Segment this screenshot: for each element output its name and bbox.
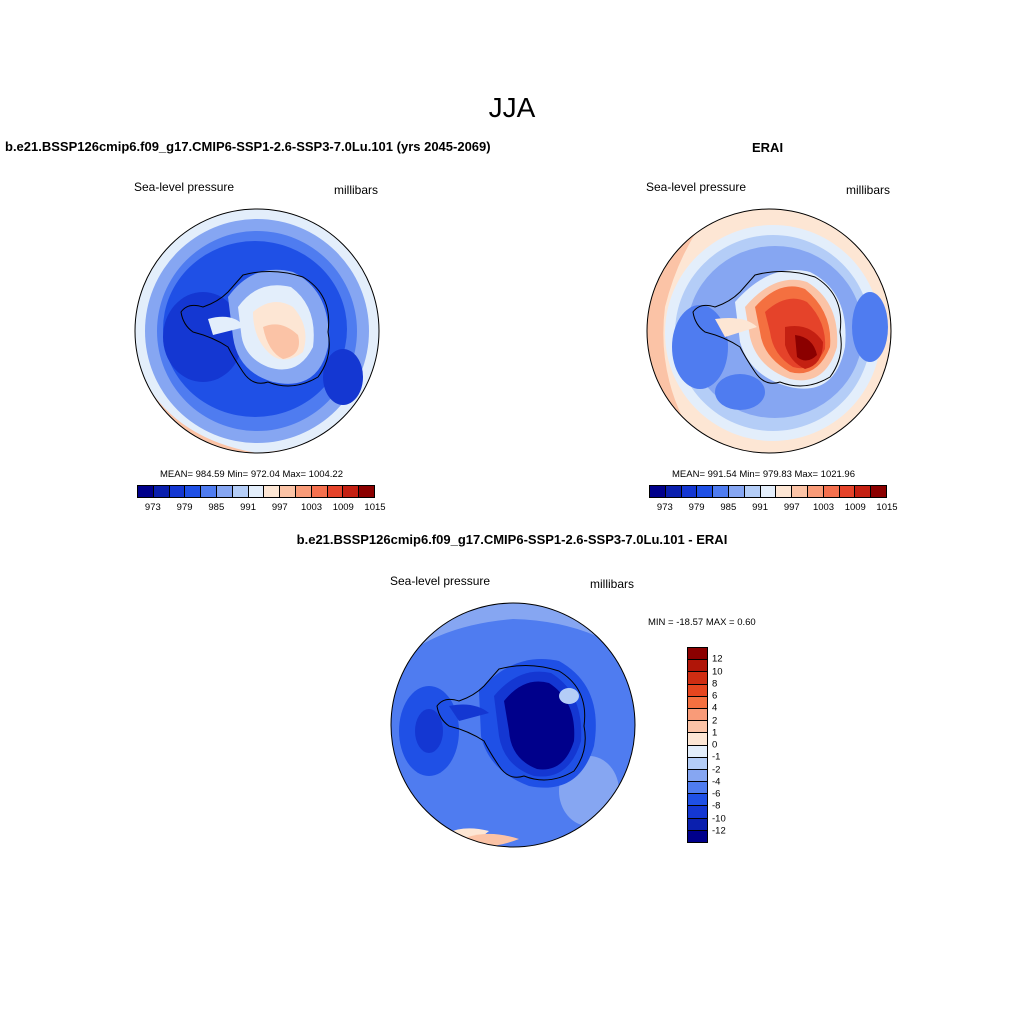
colorbar-tick-label: 12: [712, 653, 723, 665]
colorbar-swatch: [688, 660, 707, 673]
colorbar-swatch: [688, 648, 707, 661]
colorbar-swatch: [216, 486, 233, 497]
panel2-units-label: millibars: [846, 183, 891, 197]
colorbar-tick-label: 991: [240, 502, 256, 513]
colorbar-swatch: [744, 486, 761, 497]
colorbar-tick-label: 973: [656, 502, 673, 513]
panel3-colorbar: [687, 647, 708, 843]
colorbar-tick-label: -8: [712, 800, 721, 812]
colorbar-tick-label: -12: [712, 825, 726, 837]
colorbar-swatch: [855, 486, 872, 497]
colorbar-swatch: [688, 830, 707, 842]
colorbar-swatch: [688, 745, 707, 758]
colorbar-tick-label: 997: [783, 502, 800, 513]
colorbar-swatch: [201, 486, 217, 497]
panel1-title: b.e21.BSSP126cmip6.f09_g17.CMIP6-SSP1-2.…: [5, 139, 491, 154]
panel3-colorbar-ticks: 12 10 8 6 4 2 1 0 -1 -2 -4 -6 -8 -10 -12: [712, 647, 752, 843]
colorbar-tick-label: -10: [712, 813, 726, 824]
colorbar-tick-label: 8: [712, 678, 718, 690]
colorbar-swatch: [153, 486, 170, 497]
colorbar-swatch: [248, 486, 265, 497]
colorbar-swatch: [327, 486, 344, 497]
colorbar-tick-label: 985: [208, 502, 225, 513]
panel1-polar-map: [134, 208, 380, 454]
panel2-title: ERAI: [752, 140, 784, 155]
panel3-units-label: millibars: [590, 577, 635, 591]
panel3-stats: MIN = -18.57 MAX = 0.60: [648, 617, 756, 628]
panel1-units-label: millibars: [334, 183, 379, 197]
colorbar-swatch: [295, 486, 312, 497]
colorbar-swatch: [839, 486, 856, 497]
colorbar-tick-label: 1003: [300, 502, 323, 513]
colorbar-tick-label: 1009: [332, 502, 354, 513]
colorbar-swatch: [728, 486, 745, 497]
figure-title: JJA: [488, 92, 536, 123]
colorbar-swatch: [688, 769, 707, 783]
colorbar-tick-label: -4: [712, 776, 721, 788]
panel2-stats: MEAN= 991.54 Min= 979.83 Max= 1021.96: [672, 469, 855, 480]
colorbar-tick-label: -1: [712, 751, 721, 763]
panel3-polar-map: [390, 602, 636, 848]
colorbar-swatch: [688, 721, 707, 734]
colorbar-swatch: [185, 486, 202, 497]
panel2-variable-label: Sea-level pressure: [646, 180, 747, 194]
colorbar-tick-label: 985: [720, 502, 737, 513]
colorbar-swatch: [650, 486, 666, 497]
colorbar-swatch: [871, 486, 886, 497]
colorbar-swatch: [713, 486, 729, 497]
colorbar-swatch: [688, 794, 707, 807]
colorbar-swatch: [776, 486, 793, 497]
panel2-polar-map: [646, 208, 892, 454]
panel1-colorbar-ticks: 973 979 985 991 997 1003 1009 1015: [137, 502, 386, 514]
colorbar-tick-label: -6: [712, 788, 721, 800]
colorbar-tick-label: 0: [712, 739, 718, 751]
colorbar-swatch: [359, 486, 374, 497]
colorbar-tick-label: 979: [688, 502, 705, 513]
colorbar-tick-label: 1015: [364, 502, 386, 513]
colorbar-swatch: [688, 818, 707, 831]
colorbar-tick-label: 1009: [844, 502, 866, 513]
panel2-colorbar: [649, 485, 887, 498]
colorbar-swatch: [688, 708, 707, 722]
colorbar-swatch: [792, 486, 808, 497]
colorbar-tick-label: -2: [712, 764, 721, 775]
colorbar-swatch: [343, 486, 360, 497]
panel1-variable-label: Sea-level pressure: [134, 180, 235, 194]
colorbar-swatch: [311, 486, 328, 497]
panel1-stats: MEAN= 984.59 Min= 972.04 Max= 1004.22: [160, 469, 343, 480]
colorbar-swatch: [688, 684, 707, 697]
colorbar-swatch: [280, 486, 296, 497]
colorbar-swatch: [169, 486, 186, 497]
colorbar-tick-label: 1003: [812, 502, 835, 513]
colorbar-swatch: [688, 733, 707, 746]
panel1-colorbar: [137, 485, 375, 498]
colorbar-tick-label: 997: [271, 502, 288, 513]
colorbar-swatch: [688, 782, 707, 795]
colorbar-swatch: [665, 486, 682, 497]
colorbar-tick-label: 991: [752, 502, 768, 513]
colorbar-swatch: [760, 486, 777, 497]
panel3-title: b.e21.BSSP126cmip6.f09_g17.CMIP6-SSP1-2.…: [296, 532, 728, 547]
colorbar-swatch: [688, 806, 707, 819]
colorbar-swatch: [688, 696, 707, 709]
colorbar-tick-label: 1: [712, 727, 718, 739]
colorbar-swatch: [807, 486, 824, 497]
colorbar-swatch: [138, 486, 154, 497]
colorbar-swatch: [688, 757, 707, 770]
colorbar-tick-label: 6: [712, 690, 718, 702]
colorbar-tick-label: 4: [712, 702, 718, 714]
panel2-colorbar-ticks: 973 979 985 991 997 1003 1009 1015: [649, 502, 898, 514]
colorbar-swatch: [697, 486, 714, 497]
colorbar-tick-label: 10: [712, 666, 723, 677]
colorbar-swatch: [232, 486, 249, 497]
colorbar-swatch: [681, 486, 698, 497]
colorbar-swatch: [688, 672, 707, 685]
colorbar-tick-label: 973: [144, 502, 161, 513]
colorbar-tick-label: 1015: [876, 502, 898, 513]
colorbar-tick-label: 2: [712, 715, 718, 726]
colorbar-swatch: [264, 486, 281, 497]
colorbar-tick-label: 979: [176, 502, 193, 513]
colorbar-swatch: [823, 486, 840, 497]
panel3-variable-label: Sea-level pressure: [390, 574, 491, 588]
